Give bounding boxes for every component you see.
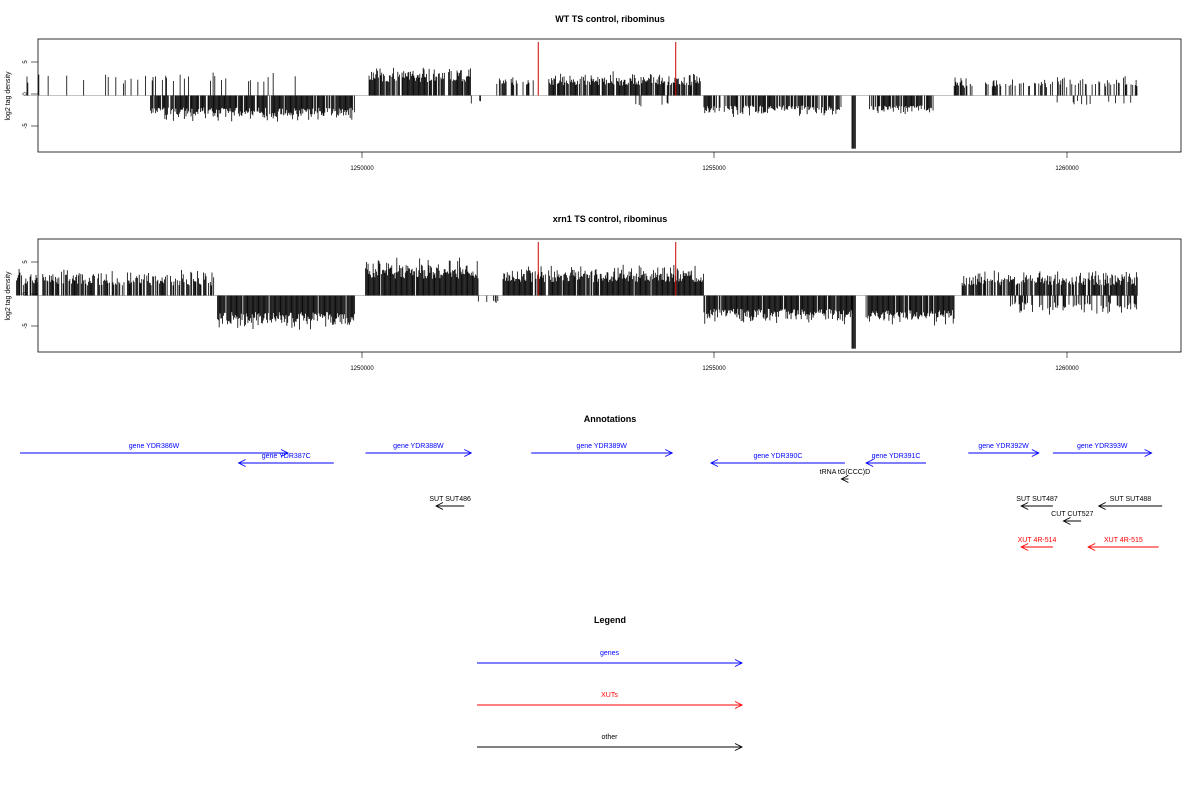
feature-label: gene YDR393W: [1077, 443, 1128, 450]
y-tick-label: 5: [23, 260, 29, 264]
x-axis: 1250000 1255000 1260000: [350, 352, 1079, 372]
density-bars: [23, 42, 1138, 149]
arrow-head-icon: [734, 659, 744, 667]
legend-label: XUTs: [601, 692, 618, 699]
y-tick-label: -5: [23, 323, 29, 329]
y-axis: 5 0 -5: [23, 60, 38, 129]
annotation-feature: gene YDR391C: [865, 453, 926, 467]
feature-label: SUT SUT488: [1110, 496, 1152, 503]
feature-label: CUT CUT527: [1051, 511, 1093, 518]
annotation-feature: gene YDR388W: [365, 443, 473, 457]
track-wt: WT TS control, ribominus log2 tag densit…: [5, 14, 1182, 172]
y-tick-label: 5: [23, 60, 29, 64]
feature-label: gene YDR389W: [576, 443, 627, 450]
legend-items: genes XUTs other: [477, 650, 744, 751]
x-tick-label: 1250000: [350, 366, 374, 372]
arrow-head-icon: [435, 502, 444, 510]
arrow-head-icon: [237, 459, 246, 467]
feature-label: SUT SUT486: [429, 496, 471, 503]
arrow-head-icon: [280, 449, 289, 457]
y-axis-label: log2 tag density: [5, 71, 12, 121]
arrow-head-icon: [664, 449, 674, 457]
y-tick-label: -5: [23, 123, 29, 129]
arrow-head-icon: [734, 701, 744, 709]
track-title: xrn1 TS control, ribominus: [553, 214, 668, 224]
feature-label: XUT 4R-515: [1104, 537, 1143, 544]
arrow-head-icon: [1031, 449, 1040, 457]
arrow-head-icon: [464, 449, 473, 457]
x-tick-label: 1255000: [702, 166, 726, 172]
annotation-features: gene YDR386W gene YDR387C gene YDR388W gene…: [20, 443, 1163, 551]
arrow-head-icon: [1062, 517, 1071, 525]
arrow-head-icon: [865, 459, 874, 467]
feature-label: gene YDR390C: [753, 453, 802, 460]
track-title: WT TS control, ribominus: [555, 14, 665, 24]
feature-label: tRNA tG(CCC)D: [820, 469, 871, 476]
track-xrn1: xrn1 TS control, ribominus log2 tag dens…: [5, 214, 1182, 372]
feature-label: gene YDR388W: [393, 443, 444, 450]
x-tick-label: 1260000: [1055, 366, 1079, 372]
feature-label: XUT 4R-514: [1018, 537, 1057, 544]
arrow-head-icon: [1020, 543, 1029, 551]
annotation-feature: XUT 4R-514: [1018, 537, 1057, 551]
feature-label: gene YDR386W: [129, 443, 180, 450]
annotation-feature: gene YDR392W: [968, 443, 1040, 457]
annotation-feature: gene YDR387C: [237, 453, 334, 467]
annotation-feature: SUT SUT488: [1097, 496, 1163, 510]
legend-item: other: [477, 734, 744, 751]
annotations-title: Annotations: [584, 414, 637, 424]
annotation-feature: gene YDR386W: [20, 443, 289, 457]
x-tick-label: 1260000: [1055, 166, 1079, 172]
legend-item: genes: [477, 650, 744, 667]
x-tick-label: 1255000: [702, 366, 726, 372]
arrow-head-icon: [734, 743, 744, 751]
annotation-feature: gene YDR390C: [709, 453, 845, 467]
legend-label: genes: [600, 650, 620, 657]
arrow-head-icon: [1144, 449, 1153, 457]
y-tick-label: 0: [23, 92, 29, 96]
feature-label: gene YDR387C: [262, 453, 311, 460]
feature-label: gene YDR391C: [872, 453, 921, 460]
legend-panel: Legend genes XUTs other: [477, 615, 744, 751]
x-tick-label: 1250000: [350, 166, 374, 172]
feature-label: SUT SUT487: [1016, 496, 1058, 503]
arrow-head-icon: [1097, 502, 1106, 510]
legend-label: other: [602, 734, 619, 741]
legend-item: XUTs: [477, 692, 744, 709]
arrow-head-icon: [1087, 543, 1096, 551]
arrow-head-icon: [709, 459, 719, 467]
feature-label: gene YDR392W: [978, 443, 1029, 450]
density-bars: [16, 242, 1138, 349]
arrow-head-icon: [1020, 502, 1029, 510]
x-axis: 1250000 1255000 1260000: [350, 152, 1079, 172]
arrow-head-icon: [840, 475, 849, 483]
annotation-feature: tRNA tG(CCC)D: [820, 469, 871, 483]
annotation-feature: SUT SUT487: [1016, 496, 1058, 510]
annotation-feature: gene YDR389W: [531, 443, 674, 457]
annotation-feature: gene YDR393W: [1052, 443, 1153, 457]
annotation-feature: XUT 4R-515: [1087, 537, 1159, 551]
annotation-feature: CUT CUT527: [1051, 511, 1094, 525]
legend-title: Legend: [594, 615, 626, 625]
y-axis-label: log2 tag density: [5, 271, 12, 321]
annotation-feature: SUT SUT486: [429, 496, 471, 510]
